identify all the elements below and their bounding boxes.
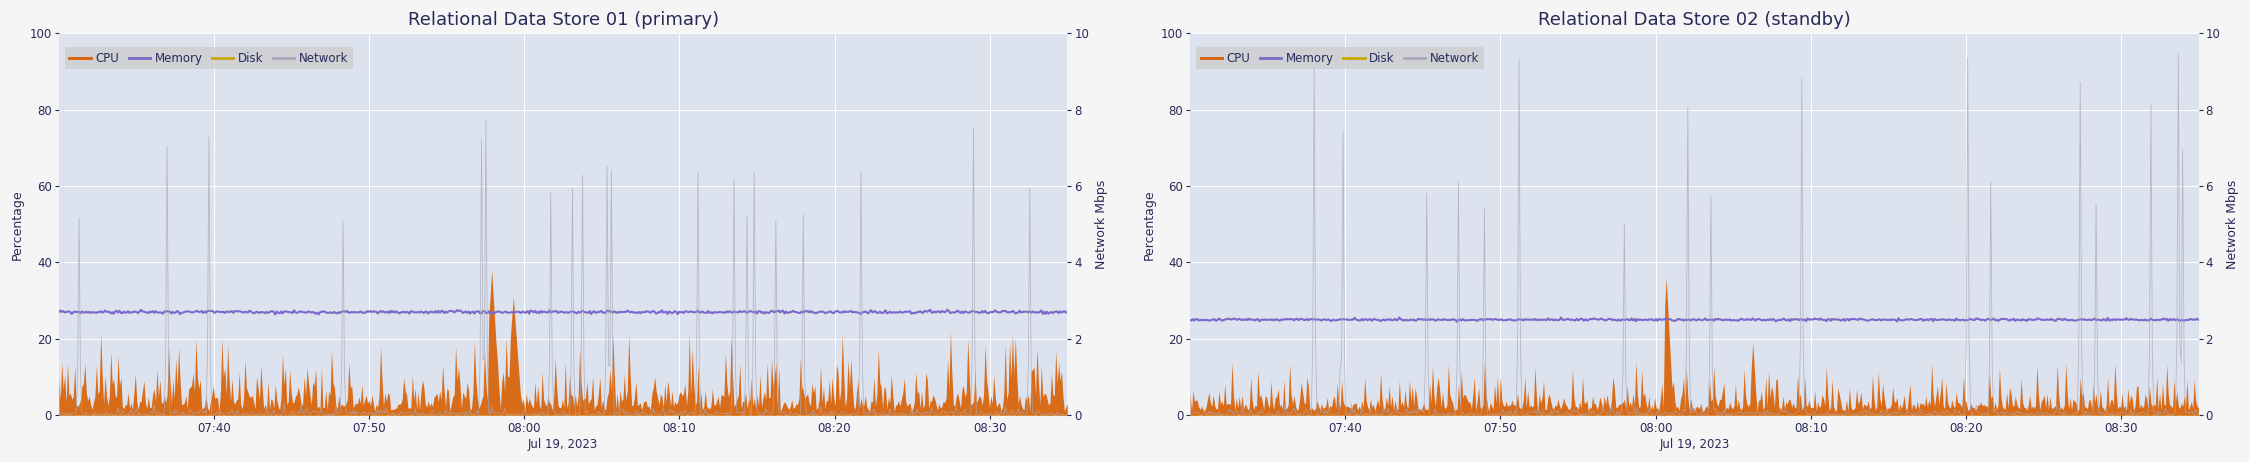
Legend: CPU, Memory, Disk, Network: CPU, Memory, Disk, Network — [1197, 47, 1485, 69]
Y-axis label: Percentage: Percentage — [11, 189, 25, 260]
Title: Relational Data Store 02 (standby): Relational Data Store 02 (standby) — [1539, 11, 1852, 29]
Y-axis label: Network Mbps: Network Mbps — [2225, 180, 2239, 269]
Title: Relational Data Store 01 (primary): Relational Data Store 01 (primary) — [407, 11, 718, 29]
Y-axis label: Network Mbps: Network Mbps — [1096, 180, 1107, 269]
Y-axis label: Percentage: Percentage — [1143, 189, 1154, 260]
X-axis label: Jul 19, 2023: Jul 19, 2023 — [529, 438, 598, 451]
Legend: CPU, Memory, Disk, Network: CPU, Memory, Disk, Network — [65, 47, 353, 69]
X-axis label: Jul 19, 2023: Jul 19, 2023 — [1658, 438, 1730, 451]
